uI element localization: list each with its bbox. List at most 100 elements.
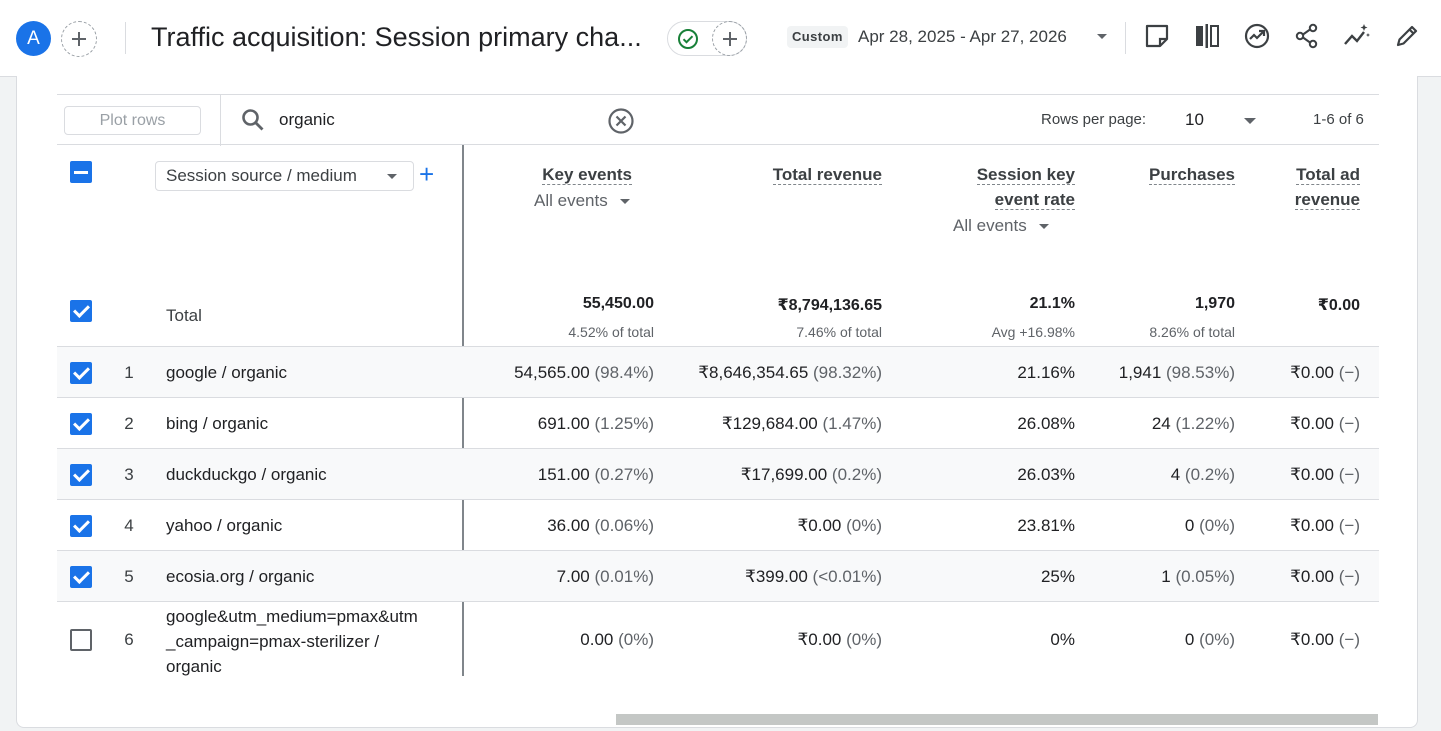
cell-purchases: 24 (1.22%) [1151,414,1235,433]
cell-total-revenue: ₹17,699.00 (0.2%) [740,465,882,484]
row-dimension: duckduckgo / organic [166,465,327,484]
compare-icon[interactable] [1193,22,1221,50]
cell-ad-revenue: ₹0.00 (−) [1290,414,1360,433]
dimension-select[interactable]: Session source / medium [155,161,414,191]
header-divider [125,22,126,54]
chevron-down-icon[interactable] [1097,34,1107,39]
share-icon[interactable] [1293,22,1321,50]
search-input[interactable]: organic [279,110,335,129]
cell-rate: 0% [1050,630,1075,649]
row-checkbox[interactable] [70,515,92,537]
row-number: 2 [124,414,134,433]
rows-per-page-select[interactable]: 10 [1185,110,1204,129]
add-comparison-button[interactable] [61,21,97,57]
table-toolbar: Plot rows organic Rows per page: 10 1-6 … [57,94,1379,146]
cell-key-events: 691.00 (1.25%) [537,414,654,433]
total-purchases: 1,970 [1194,295,1235,312]
filter-label: All events [953,216,1027,235]
avatar[interactable]: A [16,21,51,56]
column-header-label: event rate [994,190,1075,210]
column-header-purchases[interactable]: Purchases [1149,162,1235,187]
row-checkbox[interactable] [70,362,92,384]
column-header-label: Key events [542,165,632,185]
cell-key-events: 151.00 (0.27%) [537,465,654,484]
cell-rate: 26.08% [1017,414,1075,433]
row-dimension-line: _campaign=pmax-sterilizer / [166,632,380,651]
cell-total-revenue: ₹399.00 (<0.01%) [745,567,882,586]
row-dimension-line: google&utm_medium=pmax&utm [166,607,418,626]
customize-report-icon[interactable] [1143,22,1171,50]
cell-key-events: 36.00 (0.06%) [547,516,654,535]
row-checkbox[interactable] [70,566,92,588]
chevron-down-icon[interactable] [1244,118,1256,124]
header-divider [1125,22,1126,54]
check-circle-icon[interactable] [677,28,699,50]
add-filter-button[interactable] [712,21,747,56]
cell-rate: 26.03% [1017,465,1075,484]
edit-icon[interactable] [1393,22,1421,50]
row-number: 3 [124,465,134,484]
dimension-select-label: Session source / medium [166,166,357,185]
column-header-label: Total revenue [772,165,882,185]
row-dimension: google / organic [166,363,287,382]
cell-ad-revenue: ₹0.00 (−) [1290,465,1360,484]
totals-checkbox[interactable] [70,300,92,322]
column-header-label: Total ad [1296,165,1360,185]
cell-key-events: 0.00 (0%) [580,630,654,649]
cell-ad-revenue: ₹0.00 (−) [1290,567,1360,586]
table-row[interactable]: 2 bing / organic 691.00 (1.25%) ₹129,684… [57,398,1379,449]
row-checkbox[interactable] [70,464,92,486]
rate-filter[interactable]: All events [953,216,1049,236]
toolbar-divider [220,95,221,146]
row-checkbox[interactable] [70,413,92,435]
table-row[interactable]: 3 duckduckgo / organic 151.00 (0.27%) ₹1… [57,449,1379,500]
row-dimension: google&utm_medium=pmax&utm _campaign=pma… [166,604,418,679]
cell-purchases: 0 (0%) [1184,630,1235,649]
cell-total-revenue: ₹8,646,354.65 (98.32%) [698,363,882,382]
table-row[interactable]: 4 yahoo / organic 36.00 (0.06%) ₹0.00 (0… [57,500,1379,551]
page-title: Traffic acquisition: Session primary cha… [151,22,642,52]
chevron-down-icon [1038,224,1049,230]
table-row[interactable]: 5 ecosia.org / organic 7.00 (0.01%) ₹399… [57,551,1379,602]
totals-row: Total 55,450.00 4.52% of total ₹8,794,13… [57,275,1379,347]
row-number: 4 [124,516,134,535]
chevron-down-icon [619,199,630,205]
search-icon [242,109,264,131]
column-header-session-key-event-rate[interactable]: Session key event rate [976,162,1075,212]
row-number: 5 [124,567,134,586]
report-table-card: Plot rows organic Rows per page: 10 1-6 … [16,76,1418,728]
filter-label: All events [534,191,608,210]
date-range[interactable]: Apr 28, 2025 - Apr 27, 2026 [858,27,1067,46]
row-number: 6 [124,630,134,649]
trending-icon[interactable] [1343,22,1371,50]
total-purchases-share: 8.26% of total [1149,324,1235,340]
plot-rows-button[interactable]: Plot rows [64,106,201,135]
cell-purchases: 1 (0.05%) [1161,567,1235,586]
insights-icon[interactable] [1243,22,1271,50]
column-header-total-ad-revenue[interactable]: Total ad revenue [1294,162,1360,212]
clear-search-icon[interactable] [607,107,635,135]
cell-purchases: 0 (0%) [1184,516,1235,535]
column-header-total-revenue[interactable]: Total revenue [772,162,882,187]
row-dimension: ecosia.org / organic [166,567,315,586]
cell-key-events: 7.00 (0.01%) [556,567,654,586]
row-dimension: yahoo / organic [166,516,283,535]
select-all-checkbox[interactable] [70,161,92,183]
column-header-label: Session key [976,165,1075,185]
add-dimension-button[interactable]: + [419,159,435,189]
cell-rate: 21.16% [1017,363,1075,382]
date-chip[interactable]: Custom [787,26,848,48]
row-number: 1 [124,363,134,382]
column-header-label: Purchases [1149,165,1235,185]
table-row[interactable]: 1 google / organic 54,565.00 (98.4%) ₹8,… [57,347,1379,398]
report-header: A Traffic acquisition: Session primary c… [0,0,1441,77]
cell-purchases: 1,941 (98.53%) [1118,363,1235,382]
total-ad-revenue: ₹0.00 [1317,297,1360,314]
horizontal-scrollbar-thumb[interactable] [616,714,1378,725]
cell-total-revenue: ₹129,684.00 (1.47%) [721,414,882,433]
table-row[interactable]: 6 google&utm_medium=pmax&utm _campaign=p… [57,602,1379,678]
column-header-key-events[interactable]: Key events [542,162,632,187]
key-events-filter[interactable]: All events [534,191,630,211]
cell-ad-revenue: ₹0.00 (−) [1290,516,1360,535]
row-checkbox[interactable] [70,629,92,651]
